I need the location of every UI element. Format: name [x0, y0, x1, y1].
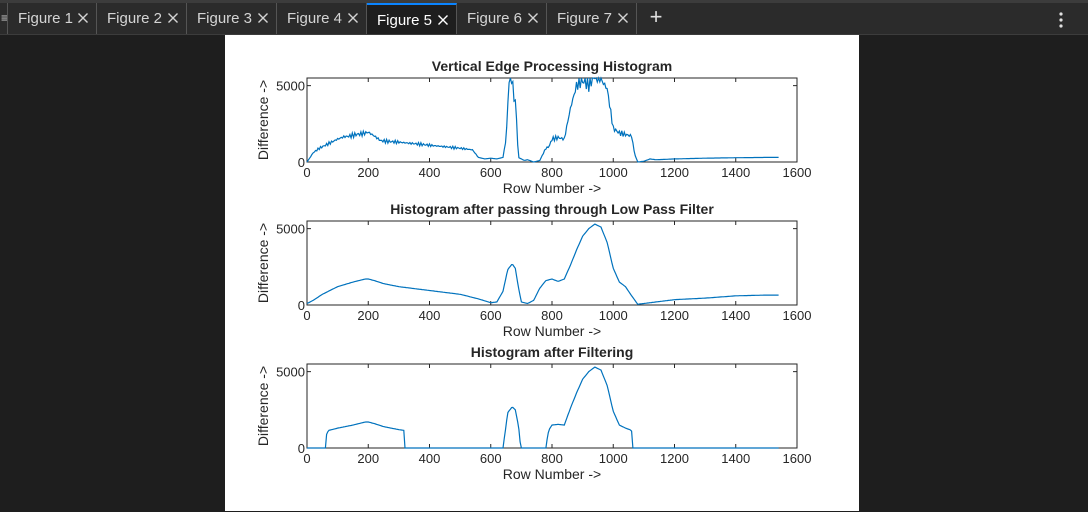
- chart-title: Histogram after Filtering: [471, 344, 634, 360]
- x-tick-label: 1400: [721, 308, 750, 323]
- figure-tab-bar: ≡ Figure 1 Figure 2 Figure 3 Figure 4 Figure…: [0, 0, 1088, 35]
- x-axis-label: Row Number ->: [503, 323, 601, 339]
- x-tick-label: 1200: [660, 165, 689, 180]
- plot-area-3: [306, 363, 798, 449]
- tab-figure-4[interactable]: Figure 4: [277, 3, 367, 34]
- y-tick-label: 0: [298, 155, 305, 170]
- y-tick-label: 0: [298, 298, 305, 313]
- close-icon[interactable]: [347, 12, 359, 24]
- x-tick-label: 1400: [721, 165, 750, 180]
- x-axis-label: Row Number ->: [503, 466, 601, 482]
- x-tick-label: 200: [357, 308, 379, 323]
- x-tick-label: 1200: [660, 308, 689, 323]
- tab-bar-divider: [0, 34, 1088, 35]
- tab-label: Figure 4: [287, 10, 343, 27]
- x-tick-label: 0: [303, 308, 310, 323]
- x-tick-label: 1200: [660, 451, 689, 466]
- tab-label: Figure 6: [467, 10, 523, 27]
- tab-figure-1[interactable]: Figure 1: [7, 3, 97, 34]
- tab-label: Figure 3: [197, 10, 253, 27]
- x-tick-label: 1600: [783, 165, 812, 180]
- drag-handle-icon[interactable]: ≡: [1, 11, 9, 25]
- series-line-2-1: [306, 223, 779, 305]
- tab-label: Figure 7: [557, 10, 613, 27]
- tab-figure-6[interactable]: Figure 6: [457, 3, 547, 34]
- series-line-3-1: [307, 366, 779, 449]
- y-tick-label: 5000: [276, 79, 305, 94]
- x-tick-label: 0: [303, 451, 310, 466]
- y-tick-label: 5000: [276, 365, 305, 380]
- x-tick-label: 800: [541, 165, 563, 180]
- vertical-ellipsis-icon[interactable]: [1054, 10, 1068, 30]
- close-icon[interactable]: [437, 14, 449, 26]
- x-tick-label: 400: [419, 308, 441, 323]
- x-tick-label: 1600: [783, 451, 812, 466]
- x-tick-label: 1000: [599, 165, 628, 180]
- tab-figure-2[interactable]: Figure 2: [97, 3, 187, 34]
- y-axis-label: Difference ->: [255, 366, 271, 446]
- tab-strip: Figure 1 Figure 2 Figure 3 Figure 4 Figure 5…: [7, 3, 637, 35]
- x-tick-label: 1400: [721, 451, 750, 466]
- tab-label: Figure 2: [107, 10, 163, 27]
- x-axis-label: Row Number ->: [503, 180, 601, 196]
- x-tick-label: 600: [480, 165, 502, 180]
- figure-canvas: 0 200 400 600 800 1000 1200 1400 1600 0 5000 Vertic…: [225, 35, 859, 511]
- y-axis-label: Difference ->: [255, 223, 271, 303]
- y-tick-label: 5000: [276, 222, 305, 237]
- close-icon[interactable]: [257, 12, 269, 24]
- y-axis-label: Difference ->: [255, 80, 271, 160]
- tab-label: Figure 1: [18, 10, 74, 27]
- x-tick-label: 200: [357, 451, 379, 466]
- tab-label: Figure 5: [377, 11, 433, 29]
- close-icon[interactable]: [167, 12, 179, 24]
- plus-icon[interactable]: +: [649, 4, 663, 29]
- x-tick-label: 400: [419, 451, 441, 466]
- tab-figure-7[interactable]: Figure 7: [547, 3, 637, 34]
- close-icon[interactable]: [617, 12, 629, 24]
- x-tick-label: 1000: [599, 308, 628, 323]
- x-tick-label: 800: [541, 451, 563, 466]
- x-tick-label: 400: [419, 165, 441, 180]
- x-tick-label: 1600: [783, 308, 812, 323]
- tab-figure-5[interactable]: Figure 5: [367, 3, 457, 35]
- x-tick-label: 200: [357, 165, 379, 180]
- series-line-1-1: [306, 75, 779, 163]
- close-icon[interactable]: [527, 12, 539, 24]
- x-tick-label: 600: [480, 308, 502, 323]
- close-icon[interactable]: [77, 12, 89, 24]
- x-tick-label: 600: [480, 451, 502, 466]
- y-tick-label: 0: [298, 441, 305, 456]
- figure-plots: 0 200 400 600 800 1000 1200 1400 1600 0 5000 Vertic…: [255, 58, 812, 482]
- x-tick-label: 1000: [599, 451, 628, 466]
- x-tick-label: 0: [303, 165, 310, 180]
- chart-title: Histogram after passing through Low Pass…: [390, 201, 714, 217]
- x-tick-label: 800: [541, 308, 563, 323]
- plot-area-1: [306, 77, 798, 163]
- chart-title: Vertical Edge Processing Histogram: [432, 58, 672, 74]
- tab-figure-3[interactable]: Figure 3: [187, 3, 277, 34]
- plot-area-2: [306, 220, 798, 306]
